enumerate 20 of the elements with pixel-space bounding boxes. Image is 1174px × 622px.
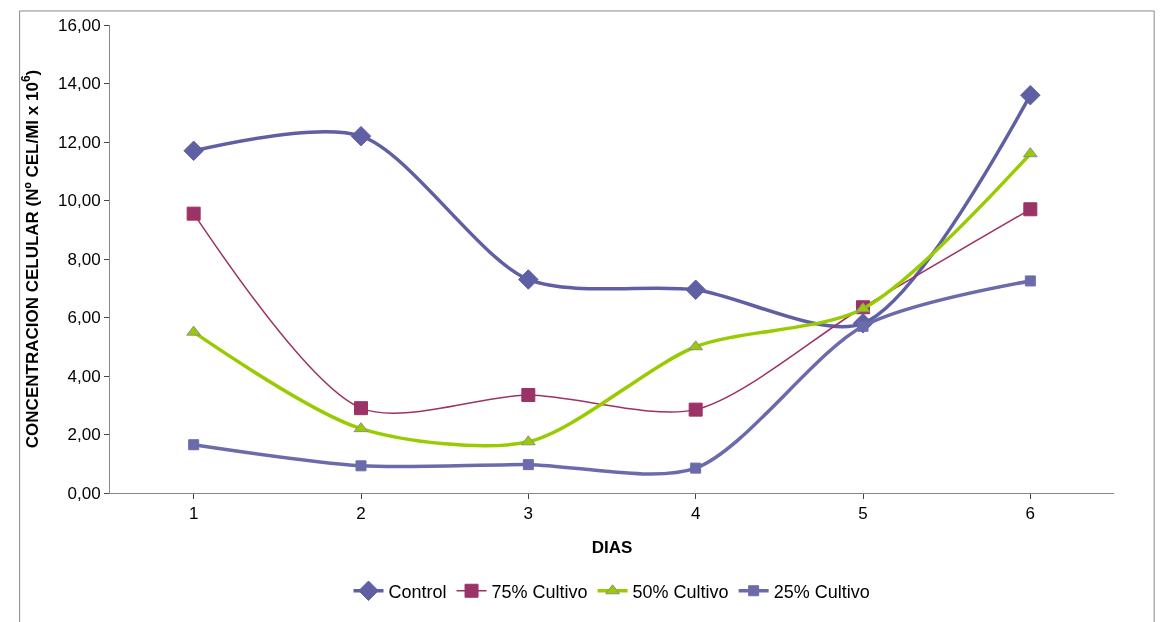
x-tick-label: 1 xyxy=(188,504,199,524)
legend-label: 75% Cultivo xyxy=(491,581,588,602)
y-tick-label: 8,00 xyxy=(67,249,101,269)
x-tick-label: 2 xyxy=(356,504,366,524)
x-tick-label: 3 xyxy=(523,504,534,524)
x-tick-label: 4 xyxy=(690,504,701,524)
legend-label: 25% Cultivo xyxy=(773,581,870,602)
y-tick-label: 4,00 xyxy=(67,366,101,386)
y-tick-label: 2,00 xyxy=(67,425,101,445)
y-tick-label: 0,00 xyxy=(67,483,101,503)
y-tick-label: 14,00 xyxy=(58,74,101,94)
y-tick-label: 6,00 xyxy=(67,308,101,328)
x-axis-title: DIAS xyxy=(591,537,633,557)
x-tick-label: 6 xyxy=(1025,504,1036,524)
y-tick-label: 10,00 xyxy=(58,191,101,211)
legend-label: Control xyxy=(388,581,447,602)
y-tick-label: 16,00 xyxy=(58,15,101,35)
y-tick-label: 12,00 xyxy=(58,132,101,152)
x-tick-label: 5 xyxy=(858,504,868,524)
legend-label: 50% Cultivo xyxy=(632,581,729,602)
